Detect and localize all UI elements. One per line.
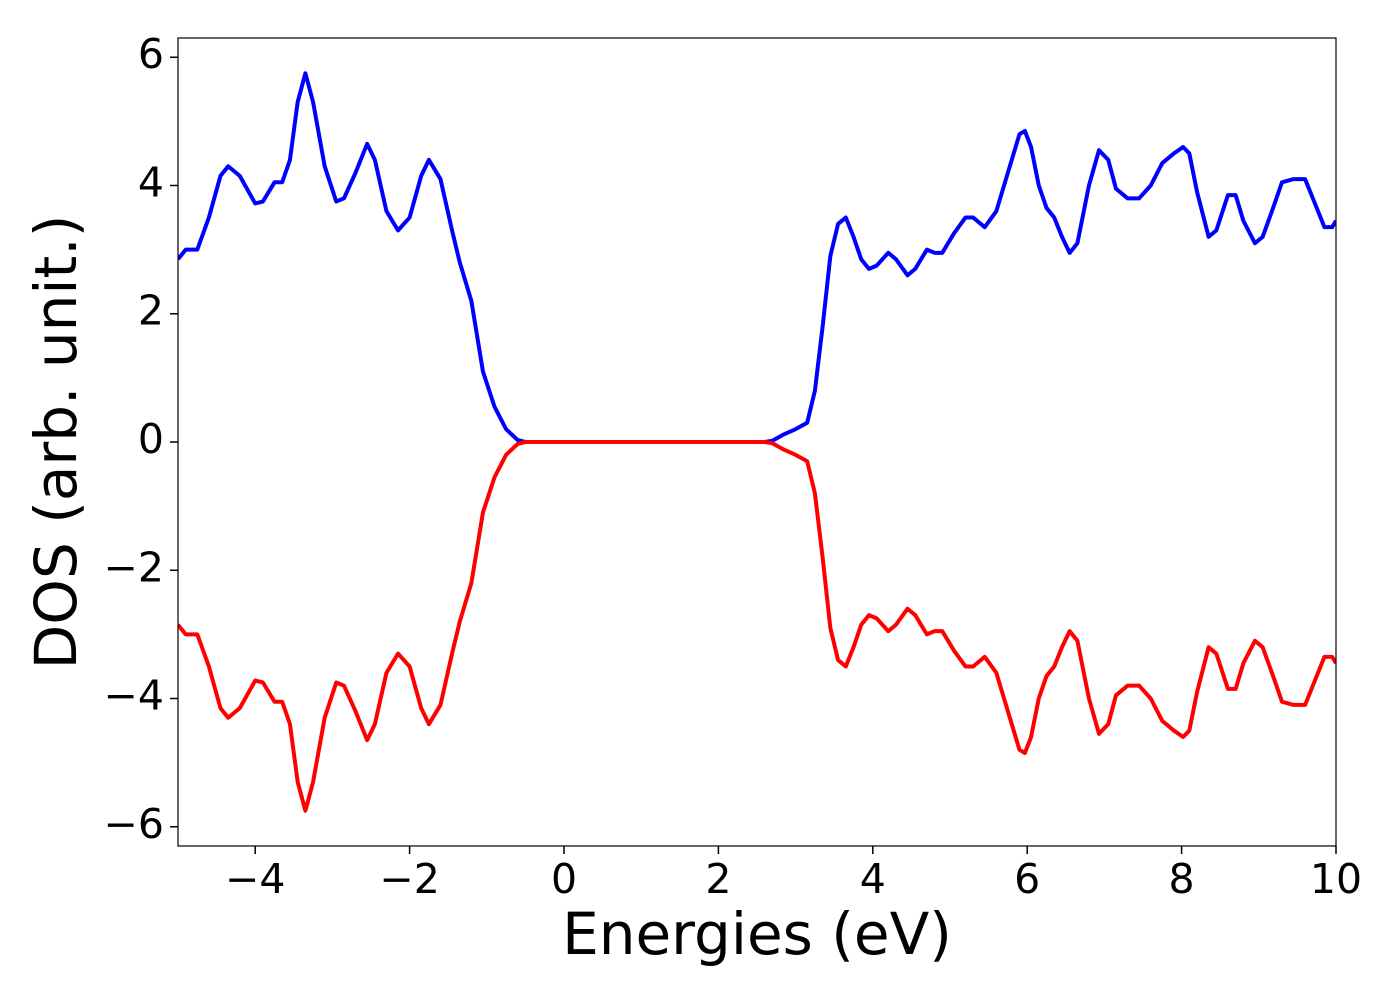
x-tick-label: 0 <box>551 855 577 903</box>
x-tick-label: −4 <box>225 855 285 903</box>
y-tick-label: 6 <box>138 30 164 78</box>
x-tick-label: 10 <box>1310 855 1362 903</box>
x-tick-label: 4 <box>860 855 886 903</box>
y-tick-label: 2 <box>138 287 164 335</box>
plot-frame <box>177 37 1337 847</box>
y-tick-label: −6 <box>104 800 164 848</box>
y-tick-label: −4 <box>104 672 164 720</box>
x-tick-label: 6 <box>1014 855 1040 903</box>
x-tick-label: −2 <box>379 855 439 903</box>
data-line <box>178 440 1336 813</box>
y-tick-label: −2 <box>104 543 164 591</box>
x-tick-label: 2 <box>705 855 731 903</box>
y-tick-label: 0 <box>138 415 164 463</box>
x-axis-label: Energies (eV) <box>562 900 952 968</box>
y-axis-label: DOS (arb. unit.) <box>22 215 90 670</box>
y-tick-label: 4 <box>138 158 164 206</box>
x-tick-label: 8 <box>1169 855 1195 903</box>
data-line <box>178 71 1336 444</box>
